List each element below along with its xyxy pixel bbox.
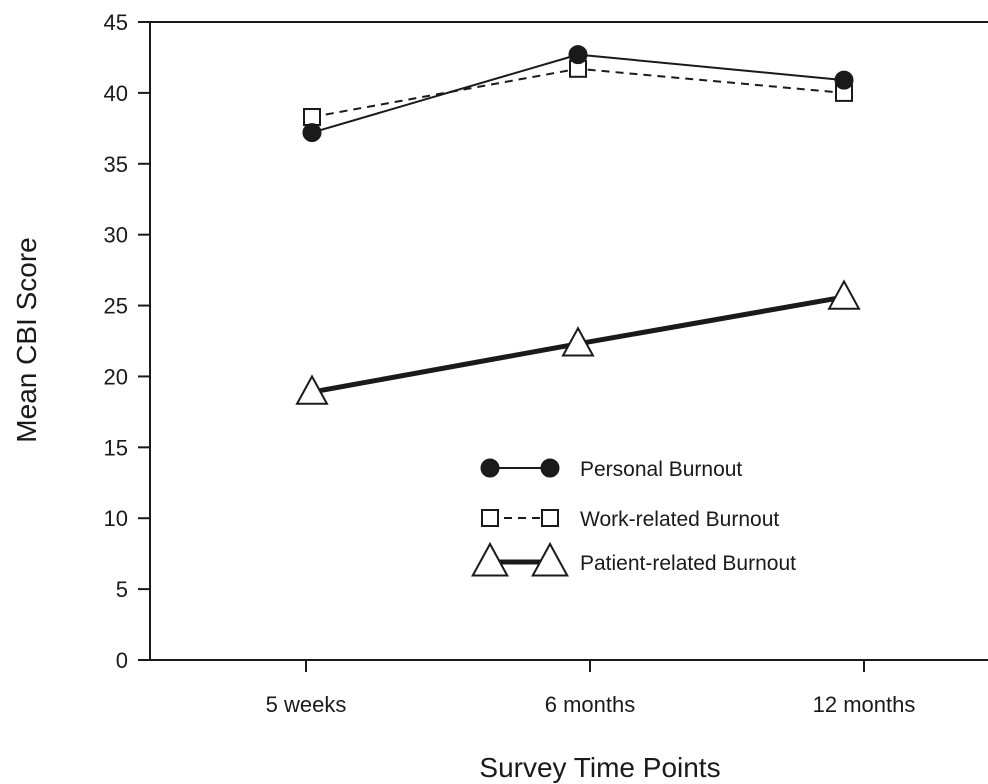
y-tick-label: 45	[104, 10, 128, 35]
legend-label: Work-related Burnout	[580, 508, 779, 531]
data-point	[835, 71, 853, 89]
legend-label: Personal Burnout	[580, 458, 742, 481]
series-layer	[297, 46, 859, 404]
legend-marker	[482, 510, 498, 526]
y-tick-label: 20	[104, 364, 128, 389]
y-tick-label: 30	[104, 223, 128, 248]
series-group	[303, 46, 853, 142]
x-tick-label: 5 weeks	[266, 692, 347, 717]
y-tick-label: 40	[104, 81, 128, 106]
x-tick-label: 12 months	[813, 692, 916, 717]
legend-marker	[542, 510, 558, 526]
data-point	[829, 281, 859, 308]
legend: Personal Burnout Work-related Burnout Pati…	[473, 458, 796, 576]
legend-label: Patient-related Burnout	[580, 552, 796, 575]
x-tick-label: 6 months	[545, 692, 636, 717]
data-point	[304, 109, 320, 125]
legend-item: Work-related Burnout	[482, 508, 779, 531]
y-tick-label: 15	[104, 435, 128, 460]
data-point	[303, 124, 321, 142]
series-group	[297, 281, 859, 403]
y-tick-label: 5	[116, 577, 128, 602]
series-group	[304, 61, 852, 125]
legend-item: Personal Burnout	[481, 458, 742, 481]
y-tick-label: 10	[104, 506, 128, 531]
y-tick-label: 35	[104, 152, 128, 177]
legend-marker	[481, 459, 499, 477]
legend-item: Patient-related Burnout	[473, 544, 796, 576]
y-tick-label: 0	[116, 648, 128, 673]
data-point	[569, 46, 587, 64]
y-axis-title: Mean CBI Score	[11, 237, 42, 442]
y-tick-label: 25	[104, 294, 128, 319]
axes: 0 5 10 15 20 25 30 35 40 45 5 weeks 6 months 12 mont…	[104, 10, 988, 717]
legend-marker	[541, 459, 559, 477]
x-axis-title: Survey Time Points	[479, 752, 720, 783]
